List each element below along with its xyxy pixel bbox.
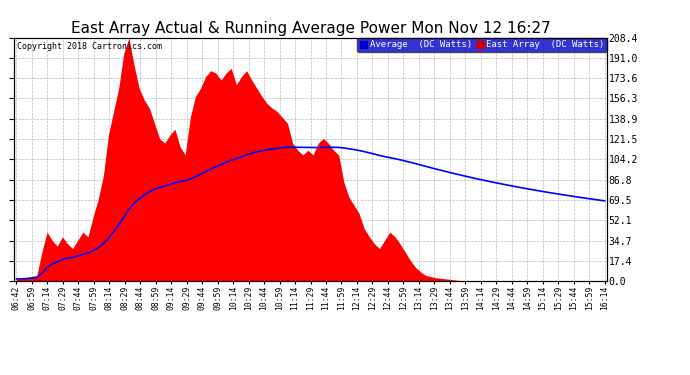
- Text: Copyright 2018 Cartronics.com: Copyright 2018 Cartronics.com: [17, 42, 161, 51]
- Title: East Array Actual & Running Average Power Mon Nov 12 16:27: East Array Actual & Running Average Powe…: [70, 21, 551, 36]
- Legend: Average  (DC Watts), East Array  (DC Watts): Average (DC Watts), East Array (DC Watts…: [357, 38, 607, 52]
